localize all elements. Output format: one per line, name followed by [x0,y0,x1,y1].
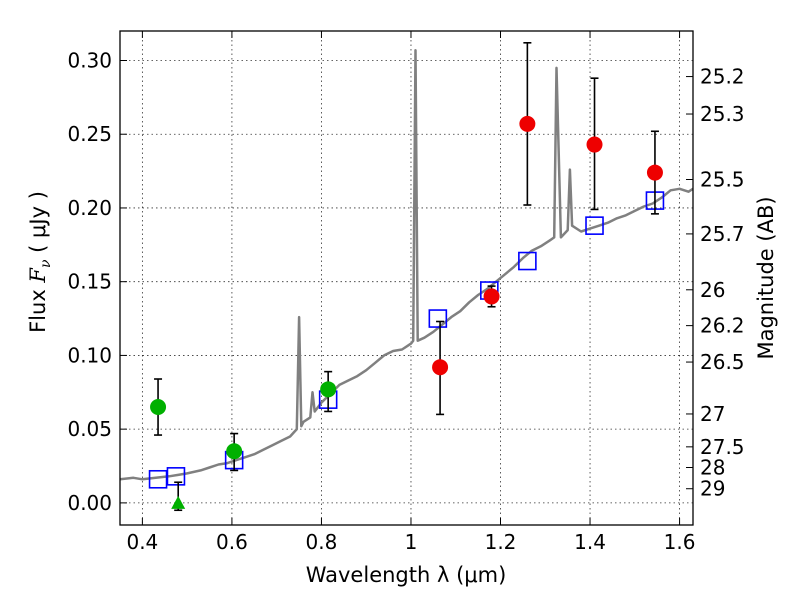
sed-model-line [120,48,693,481]
x-tick-label: 1 [405,530,418,554]
grid-layer [120,31,693,525]
x-axis-title: Wavelength λ (μm) [306,563,507,587]
model-photometry-square [518,251,537,271]
red-data-point [519,115,536,132]
y-axis-title-left: Flux [26,283,50,333]
mag-tick-label: 25.7 [700,222,745,246]
mag-tick-label: 27 [700,402,725,426]
mag-tick-label: 29 [700,477,725,501]
x-tick-label: 1.6 [664,530,696,554]
mag-tick-label: 26.5 [700,350,745,374]
mag-tick-label: 26.2 [700,314,745,338]
y-axis-title: Flux Fν ( μJy ) [26,191,54,333]
red-data-point [483,288,500,305]
y-tick-label: 0.00 [67,491,112,515]
tick-layer: 0.4 0.6 0.8 1 1.2 1.4 1.6 0.00 0.05 0.10 0.15 0.20 0… [67,31,745,554]
right-axis-title: Magnitude (AB) [754,196,778,359]
y-tick-label: 0.30 [67,48,112,72]
red-data-point [646,164,663,181]
green-data-point [320,381,337,398]
x-tick-label: 0.4 [126,530,158,554]
y-axis-title-right: ( μJy ) [26,191,50,259]
y-tick-label: 0.10 [67,343,112,367]
x-tick-label: 0.8 [306,530,338,554]
y-tick-label: 0.15 [67,270,112,294]
model-photometry-square [585,216,604,235]
green-data-point [226,443,243,460]
mag-tick-label: 25.5 [700,167,745,191]
plot-area [120,41,693,512]
y-tick-label: 0.20 [67,196,112,220]
mag-tick-label: 27.5 [700,435,745,459]
model-photometry-square [428,309,448,328]
model-photometry-square [148,469,168,489]
plot-frame [119,30,694,526]
red-data-point [586,136,603,153]
y-tick-label: 0.05 [67,417,112,441]
mag-tick-label: 25.3 [700,102,745,126]
upper-limit-triangle [171,495,186,509]
y-axis-title-symbol: F [26,267,50,284]
x-tick-label: 1.4 [574,530,606,554]
x-tick-label: 1.2 [485,530,517,554]
green-data-point [150,399,167,416]
y-tick-label: 0.25 [67,122,112,146]
x-tick-label: 0.6 [216,530,248,554]
model-photometry-square [166,467,186,486]
red-data-point [432,359,449,376]
mag-tick-label: 25.2 [700,65,745,89]
y-axis-title-subscript: ν [38,259,54,268]
mag-tick-label: 28 [700,455,725,479]
mag-tick-label: 26 [700,278,725,302]
